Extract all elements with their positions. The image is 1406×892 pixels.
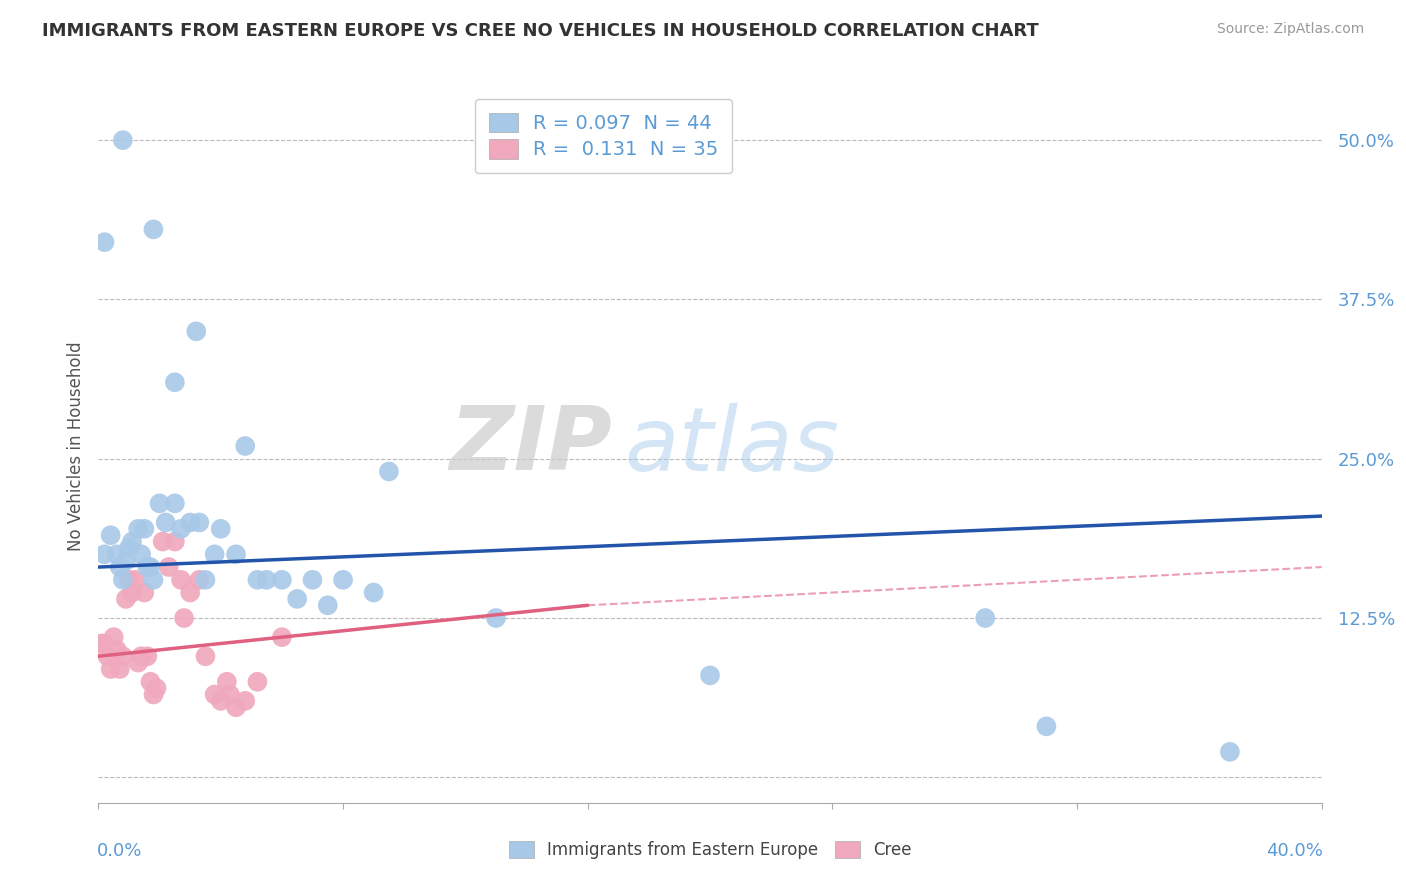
Point <box>115 554 138 568</box>
Y-axis label: No Vehicles in Household: No Vehicles in Household <box>66 341 84 551</box>
Point <box>378 465 401 479</box>
Point <box>139 674 162 689</box>
Point <box>188 573 211 587</box>
Point <box>152 534 174 549</box>
Point <box>93 235 115 249</box>
Point <box>204 547 226 561</box>
Point <box>108 560 131 574</box>
Point <box>246 573 269 587</box>
Point <box>149 496 172 510</box>
Point <box>699 668 721 682</box>
Point <box>129 547 152 561</box>
Point <box>270 573 292 587</box>
Point <box>186 324 208 338</box>
Point <box>225 700 247 714</box>
Point <box>233 439 256 453</box>
Point <box>111 133 134 147</box>
Point <box>170 573 193 587</box>
Point <box>142 222 165 236</box>
Point <box>145 681 167 695</box>
Point <box>173 611 195 625</box>
Point <box>170 522 193 536</box>
Point <box>105 547 128 561</box>
Point <box>100 528 122 542</box>
Point <box>1219 745 1241 759</box>
Point <box>270 630 292 644</box>
Text: atlas: atlas <box>624 403 839 489</box>
Point <box>134 522 156 536</box>
Point <box>93 547 115 561</box>
Point <box>105 643 128 657</box>
Point <box>301 573 323 587</box>
Point <box>194 573 217 587</box>
Point <box>316 599 339 613</box>
Point <box>134 585 156 599</box>
Point <box>121 585 143 599</box>
Point <box>1035 719 1057 733</box>
Point <box>163 376 186 390</box>
Point <box>163 496 186 510</box>
Point <box>121 534 143 549</box>
Point <box>118 573 141 587</box>
Point <box>256 573 278 587</box>
Point <box>179 585 201 599</box>
Point <box>194 649 217 664</box>
Point <box>155 516 177 530</box>
Point <box>332 573 354 587</box>
Point <box>103 630 125 644</box>
Point <box>118 541 141 555</box>
Point <box>215 674 238 689</box>
Point <box>219 688 242 702</box>
Point <box>108 662 131 676</box>
Point <box>225 547 247 561</box>
Text: IMMIGRANTS FROM EASTERN EUROPE VS CREE NO VEHICLES IN HOUSEHOLD CORRELATION CHAR: IMMIGRANTS FROM EASTERN EUROPE VS CREE N… <box>42 22 1039 40</box>
Point <box>246 674 269 689</box>
Point <box>233 694 256 708</box>
Point <box>142 573 165 587</box>
Point <box>127 522 149 536</box>
Point <box>363 585 385 599</box>
Point <box>209 694 232 708</box>
Point <box>97 649 120 664</box>
Point <box>124 573 146 587</box>
Text: ZIP: ZIP <box>450 402 612 490</box>
Point <box>139 560 162 574</box>
Text: 0.0%: 0.0% <box>97 842 142 860</box>
Point <box>179 516 201 530</box>
Point <box>204 688 226 702</box>
Point <box>93 636 115 650</box>
Point <box>157 560 180 574</box>
Point <box>974 611 997 625</box>
Point <box>163 534 186 549</box>
Text: Source: ZipAtlas.com: Source: ZipAtlas.com <box>1216 22 1364 37</box>
Point <box>136 560 159 574</box>
Point <box>209 522 232 536</box>
Point <box>188 516 211 530</box>
Point <box>100 662 122 676</box>
Point <box>129 649 152 664</box>
Point <box>136 649 159 664</box>
Point <box>90 636 112 650</box>
Point <box>142 688 165 702</box>
Legend: Immigrants from Eastern Europe, Cree: Immigrants from Eastern Europe, Cree <box>502 834 918 866</box>
Point <box>115 591 138 606</box>
Point <box>285 591 308 606</box>
Point <box>127 656 149 670</box>
Text: 40.0%: 40.0% <box>1265 842 1323 860</box>
Point <box>111 573 134 587</box>
Point <box>111 649 134 664</box>
Point <box>485 611 508 625</box>
